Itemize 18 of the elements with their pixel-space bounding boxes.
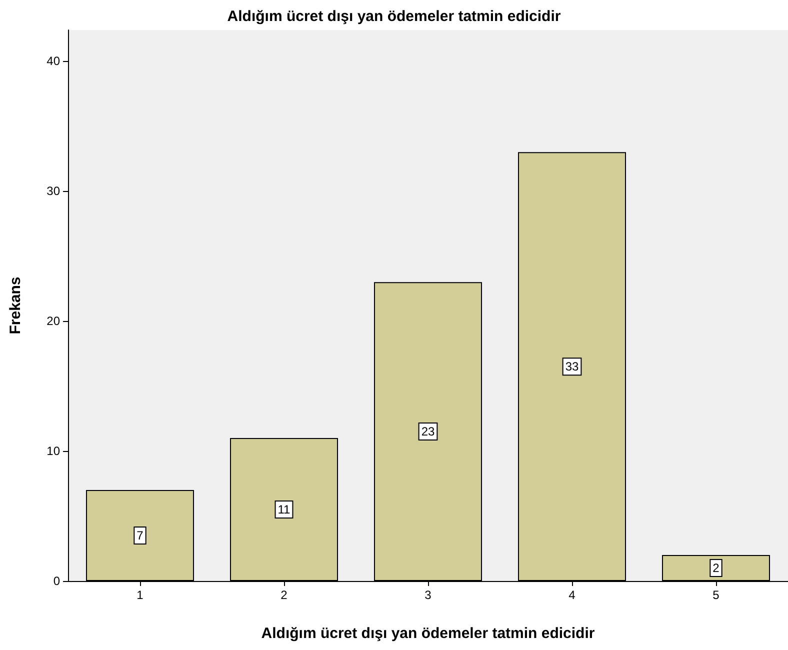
x-tick-label: 2 [280, 588, 288, 602]
y-tick-label: 40 [46, 54, 60, 68]
y-axis-title: Frekans [7, 276, 24, 334]
x-axis-title: Aldığım ücret dışı yan ödemeler tatmin edicidir [261, 625, 595, 642]
data-label: 33 [565, 360, 579, 374]
data-label: 23 [421, 424, 435, 439]
data-label: 11 [278, 502, 291, 517]
data-label: 2 [712, 561, 720, 576]
y-tick-label: 10 [46, 444, 60, 458]
y-tick-label: 30 [46, 184, 60, 198]
y-tick-label: 0 [53, 574, 60, 588]
x-tick-label: 1 [136, 588, 144, 602]
x-tick-label: 4 [568, 588, 576, 602]
y-tick-label: 20 [46, 314, 60, 328]
chart-title: Aldığım ücret dışı yan ödemeler tatmin edicidir [227, 8, 561, 25]
data-label: 7 [136, 528, 144, 543]
x-tick-label: 3 [424, 588, 432, 602]
x-tick-label: 5 [712, 588, 720, 602]
